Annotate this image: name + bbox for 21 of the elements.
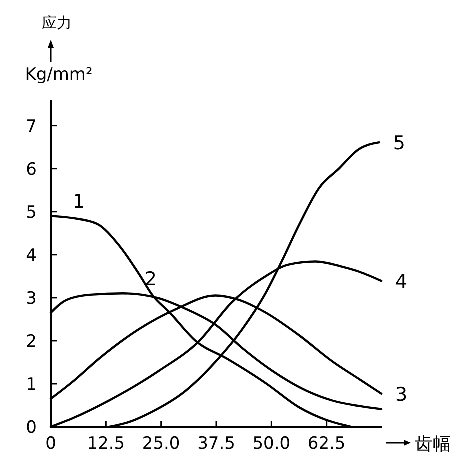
y-tick-label: 6 <box>26 160 37 180</box>
series-label: 3 <box>396 384 408 406</box>
x-tick-label: 0 <box>46 434 56 454</box>
y-tick-label: 3 <box>26 288 37 309</box>
x-tick-label: 50.0 <box>252 434 291 454</box>
y-tick-label: 5 <box>26 202 37 223</box>
x-axis-title: 齿幅 <box>415 434 451 455</box>
text: 应力 Kg/mm² <box>25 14 93 85</box>
x-tick-label: 62.5 <box>308 434 346 454</box>
y-tick-label: 0 <box>26 418 37 438</box>
y-tick-label: 4 <box>26 246 37 266</box>
series-label: 4 <box>396 271 408 294</box>
y-tick-label: 1 <box>26 374 37 395</box>
x-tick-label: 12.5 <box>87 434 126 454</box>
series-label: 1 <box>73 191 86 214</box>
series-label: 5 <box>393 132 406 155</box>
x-tick-label: 37.5 <box>198 434 236 454</box>
y-tick-label: 2 <box>26 332 37 352</box>
series-label: 2 <box>144 268 158 291</box>
y-tick-label: 7 <box>26 116 37 137</box>
x-tick-label: 25.0 <box>142 434 180 454</box>
